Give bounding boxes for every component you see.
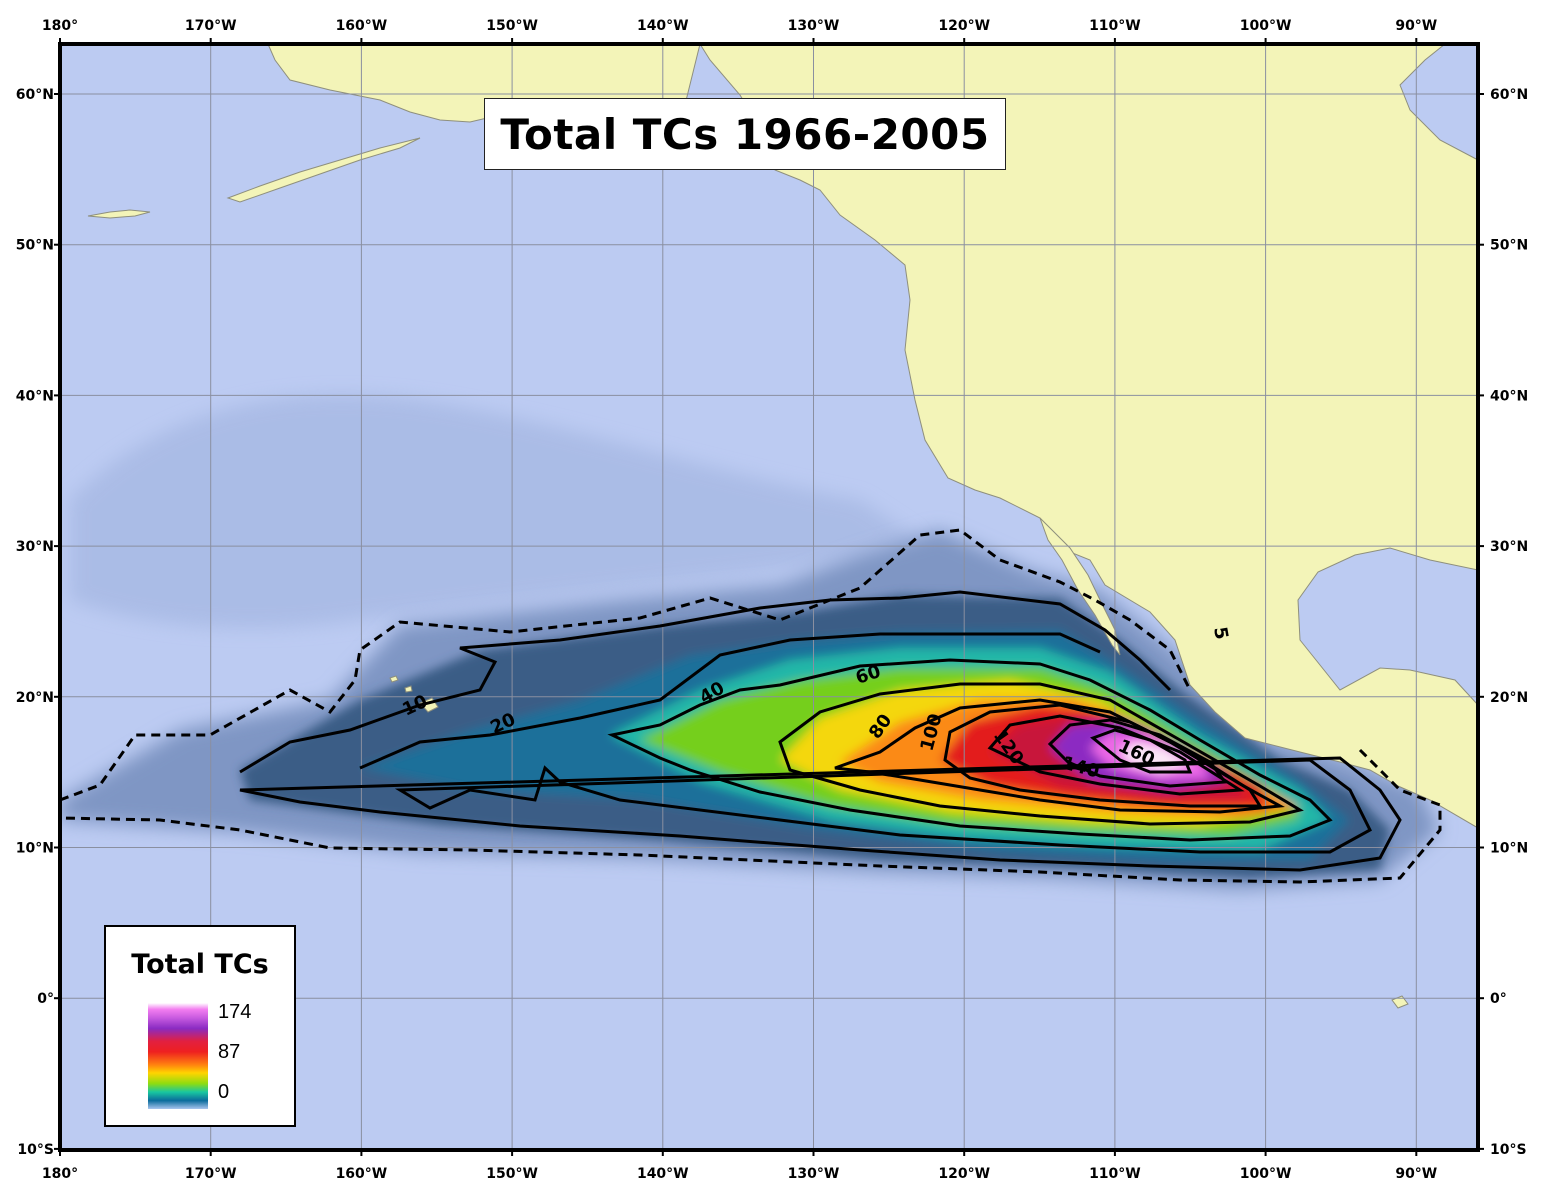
map-frame [58, 42, 1480, 1152]
contour-40 [607, 658, 1333, 842]
contour-label-5: 5 [1209, 625, 1232, 641]
lon-label-bottom: 100°W [1240, 1166, 1292, 1182]
lat-label-right: 10°S [1490, 1142, 1527, 1158]
axis-ticks: 180° 180° 170°W 170°W 160°W 160°W 150°W 150°W 14… [16, 18, 1528, 1182]
lat-label-left: 30°N [16, 539, 54, 555]
graticule [60, 44, 1478, 1150]
lon-label-top: 120°W [938, 18, 990, 34]
lat-label-left: 20°N [16, 690, 54, 706]
lon-label-bottom: 130°W [788, 1166, 840, 1182]
legend-value-min: 0 [218, 1081, 230, 1103]
lon-label-bottom: 180° [42, 1166, 78, 1182]
land-hawaii-small [389, 675, 413, 693]
lon-label-top: 150°W [486, 18, 538, 34]
lat-label-left: 0° [37, 991, 54, 1007]
land-baja-california [1039, 517, 1121, 656]
contour-120 [987, 714, 1245, 796]
land-north-america [699, 44, 1478, 829]
lat-label-left: 10°S [17, 1142, 54, 1158]
legend-title: Total TCs [131, 949, 269, 980]
contour-140 [1047, 718, 1228, 788]
lon-label-bottom: 140°W [637, 1166, 689, 1182]
lon-label-bottom: 110°W [1089, 1166, 1141, 1182]
lon-label-bottom: 160°W [336, 1166, 388, 1182]
lat-label-right: 60°N [1490, 87, 1528, 103]
contour-lines [60, 528, 1442, 884]
lat-label-right: 50°N [1490, 238, 1528, 254]
lat-label-right: 30°N [1490, 539, 1528, 555]
lon-label-top: 100°W [1240, 18, 1292, 34]
lon-label-bottom: 120°W [938, 1166, 990, 1182]
land-galapagos [1391, 995, 1409, 1009]
legend-value-mid: 87 [218, 1041, 241, 1063]
lat-label-left: 60°N [16, 87, 54, 103]
legend-value-max: 174 [218, 1001, 252, 1023]
lat-label-right: 10°N [1490, 841, 1528, 857]
lat-label-left: 10°N [16, 841, 54, 857]
contour-80 [834, 698, 1285, 814]
lon-label-top: 90°W [1395, 18, 1437, 34]
density-haze [70, 394, 920, 629]
lon-label-top: 140°W [637, 18, 689, 34]
lon-label-bottom: 90°W [1395, 1166, 1437, 1182]
lon-label-top: 160°W [336, 18, 388, 34]
contour-160 [1090, 728, 1193, 774]
legend: Total TCs 174 87 0 [104, 925, 296, 1127]
contour-20 [359, 632, 1372, 854]
lat-label-right: 0° [1490, 991, 1507, 1007]
lon-label-bottom: 170°W [185, 1166, 237, 1182]
lat-label-left: 50°N [16, 238, 54, 254]
lon-label-bottom: 150°W [486, 1166, 538, 1182]
lon-label-top: 180° [42, 18, 78, 34]
land-aleutian-west [87, 209, 151, 219]
contour-100 [943, 703, 1263, 808]
map-title: Total TCs 1966-2005 [500, 109, 990, 159]
map-title-box: Total TCs 1966-2005 [484, 98, 1006, 170]
lat-label-left: 40°N [16, 388, 54, 404]
contour-5 [60, 528, 1442, 884]
lon-label-top: 170°W [185, 18, 237, 34]
legend-color-ramp [148, 1003, 208, 1109]
lon-label-top: 130°W [788, 18, 840, 34]
lat-label-right: 20°N [1490, 690, 1528, 706]
lat-label-right: 40°N [1490, 388, 1528, 404]
contour-60 [778, 682, 1304, 826]
lon-label-top: 110°W [1089, 18, 1141, 34]
land-aleutian-islands [226, 137, 421, 203]
contour-10 [239, 590, 1402, 872]
